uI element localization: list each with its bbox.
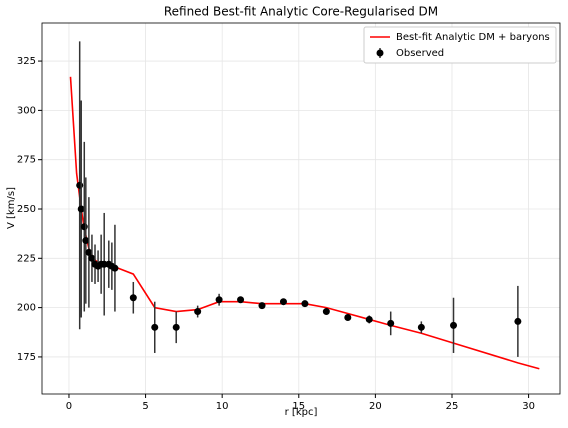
point xyxy=(237,296,245,304)
y-tick-label: 275 xyxy=(17,155,36,166)
plot-frame xyxy=(41,22,561,395)
x-tick-label: 0 xyxy=(66,401,72,412)
point xyxy=(279,298,287,306)
point xyxy=(365,315,373,323)
x-tick-label: 5 xyxy=(142,401,148,412)
point xyxy=(76,181,84,189)
y-tick-label: 225 xyxy=(17,253,36,264)
legend-swatch xyxy=(376,49,384,57)
point xyxy=(88,254,96,262)
point xyxy=(344,313,352,321)
y-axis-label: V [km/s] xyxy=(6,187,17,229)
point xyxy=(129,294,137,302)
legend-label: Observed xyxy=(396,48,444,59)
point xyxy=(514,317,522,325)
x-tick-label: 30 xyxy=(522,401,535,412)
legend: Best-fit Analytic DM + baryons Observed xyxy=(363,26,557,64)
legend-box xyxy=(363,26,557,64)
x-tick-label: 20 xyxy=(369,401,382,412)
point xyxy=(387,319,395,327)
point xyxy=(85,248,93,256)
y-tick-label: 200 xyxy=(17,303,36,314)
point xyxy=(172,323,180,331)
x-tick-label: 25 xyxy=(446,401,459,412)
point xyxy=(194,308,202,316)
point xyxy=(322,308,330,316)
y-tick-label: 300 xyxy=(17,105,36,116)
point xyxy=(215,296,223,304)
x-axis-label: r [kpc] xyxy=(285,407,318,418)
point xyxy=(258,302,266,310)
x-tick-label: 15 xyxy=(292,401,305,412)
point xyxy=(82,237,90,245)
point xyxy=(417,323,425,331)
point xyxy=(111,264,119,272)
point xyxy=(301,300,309,308)
chart-title: Refined Best-fit Analytic Core-Regularis… xyxy=(164,5,438,19)
y-tick-label: 250 xyxy=(17,204,36,215)
legend-label: Best-fit Analytic DM + baryons xyxy=(396,32,550,43)
y-tick-label: 175 xyxy=(17,352,36,363)
point xyxy=(450,321,458,329)
x-tick-label: 10 xyxy=(216,401,229,412)
point xyxy=(80,223,88,231)
line xyxy=(69,76,540,370)
point xyxy=(77,205,85,213)
y-tick-label: 325 xyxy=(17,56,36,67)
point xyxy=(151,323,159,331)
